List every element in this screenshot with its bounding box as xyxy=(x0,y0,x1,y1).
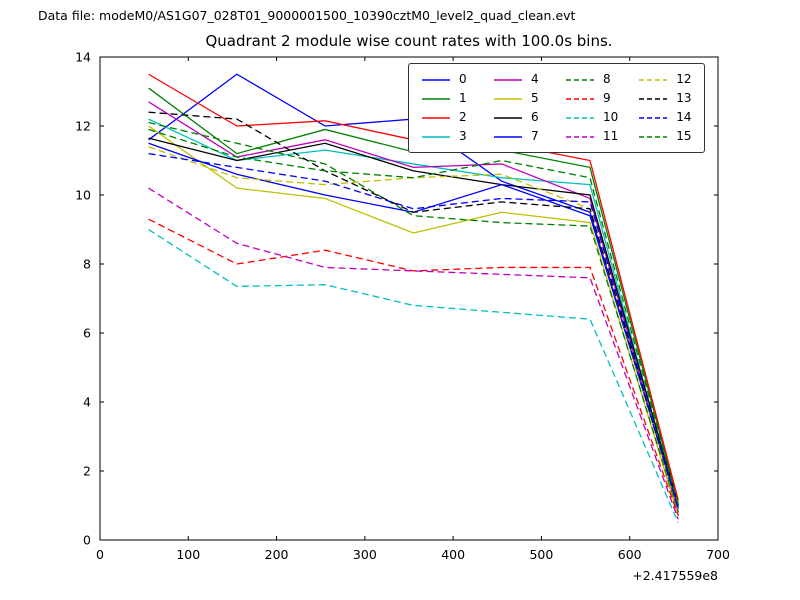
series-line-13 xyxy=(148,111,679,510)
legend-line-sample xyxy=(494,78,522,81)
data-file-label: Data file: modeM0/AS1G07_028T01_90000015… xyxy=(38,8,576,23)
legend-line-sample xyxy=(422,78,450,81)
legend-label: 5 xyxy=(531,91,539,105)
axes-frame xyxy=(99,56,719,541)
legend-label: 13 xyxy=(676,91,692,105)
legend-line-sample xyxy=(494,97,522,100)
legend-label: 2 xyxy=(459,110,467,124)
legend-label: 1 xyxy=(459,91,467,105)
legend-label: 4 xyxy=(531,72,539,86)
legend-line-sample xyxy=(639,97,668,100)
legend-item-10: 10 xyxy=(565,108,618,127)
series-line-7 xyxy=(148,142,679,508)
legend-label: 14 xyxy=(676,110,692,124)
legend-item-2: 2 xyxy=(421,108,473,127)
legend-item-0: 0 xyxy=(421,70,473,89)
legend-item-8: 8 xyxy=(565,70,618,89)
chart-title: Quadrant 2 module wise count rates with … xyxy=(205,32,613,50)
x-tick-label: 600 xyxy=(618,547,642,562)
legend-label: 15 xyxy=(676,129,692,143)
series-line-14 xyxy=(148,152,679,510)
y-tick-label: 0 xyxy=(83,533,91,548)
legend-label: 0 xyxy=(459,72,467,86)
x-tick-label: 200 xyxy=(265,547,289,562)
legend-line-sample xyxy=(639,135,668,138)
legend: 0 1 2 3 4 5 6 7 8 9 10 11 12 13 14 15 xyxy=(408,63,705,153)
y-tick-label: 4 xyxy=(83,395,91,410)
legend-line-sample xyxy=(422,116,450,119)
legend-item-4: 4 xyxy=(493,70,545,89)
legend-line-sample xyxy=(566,78,594,81)
legend-label: 11 xyxy=(603,129,619,143)
series-line-5 xyxy=(148,125,679,517)
legend-item-14: 14 xyxy=(638,108,692,127)
legend-label: 3 xyxy=(459,129,467,143)
legend-item-15: 15 xyxy=(638,127,692,146)
y-tick-label: 2 xyxy=(83,464,91,479)
series-line-8 xyxy=(148,121,679,513)
legend-line-sample xyxy=(422,97,450,100)
y-tick-label: 14 xyxy=(75,50,91,65)
legend-item-13: 13 xyxy=(638,89,692,108)
x-tick-label: 500 xyxy=(529,547,553,562)
legend-item-7: 7 xyxy=(493,127,545,146)
legend-item-1: 1 xyxy=(421,89,473,108)
legend-line-sample xyxy=(566,135,594,138)
legend-item-6: 6 xyxy=(493,108,545,127)
legend-line-sample xyxy=(494,116,522,119)
legend-label: 10 xyxy=(603,110,619,124)
legend-item-5: 5 xyxy=(493,89,545,108)
series-line-11 xyxy=(148,187,679,520)
x-tick-label: 0 xyxy=(96,547,104,562)
series-line-6 xyxy=(148,137,679,506)
series-line-10 xyxy=(148,228,679,524)
legend-label: 9 xyxy=(603,91,611,105)
legend-line-sample xyxy=(494,135,522,138)
legend-item-12: 12 xyxy=(638,70,692,89)
x-tick-label: 400 xyxy=(441,547,465,562)
y-tick-label: 8 xyxy=(83,257,91,272)
legend-line-sample xyxy=(566,116,594,119)
legend-item-3: 3 xyxy=(421,127,473,146)
y-tick-label: 6 xyxy=(83,326,91,341)
series-line-15 xyxy=(148,128,679,506)
series-line-9 xyxy=(148,218,679,517)
legend-label: 6 xyxy=(531,110,539,124)
y-tick-label: 10 xyxy=(75,188,91,203)
y-tick-label: 12 xyxy=(75,119,91,134)
x-tick-label: 700 xyxy=(706,547,730,562)
legend-label: 12 xyxy=(676,72,692,86)
x-tick-label: 300 xyxy=(353,547,377,562)
legend-item-9: 9 xyxy=(565,89,618,108)
legend-label: 8 xyxy=(603,72,611,86)
legend-line-sample xyxy=(639,116,668,119)
x-tick-label: 100 xyxy=(176,547,200,562)
legend-item-11: 11 xyxy=(565,127,618,146)
legend-line-sample xyxy=(566,97,594,100)
legend-line-sample xyxy=(422,135,450,138)
legend-label: 7 xyxy=(531,129,539,143)
legend-line-sample xyxy=(639,78,668,81)
x-axis-offset-label: +2.417559e8 xyxy=(632,568,718,583)
